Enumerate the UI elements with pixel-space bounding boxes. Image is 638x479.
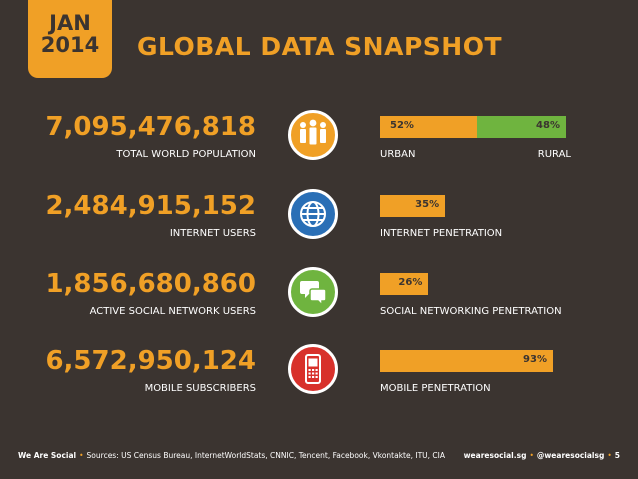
stat-number: 1,856,680,860 [45,269,256,299]
people-icon [288,110,338,160]
globe-icon [288,189,338,239]
stat-number: 6,572,950,124 [45,346,256,376]
bar-segment: 26% [380,273,429,295]
page-title: GLOBAL DATA SNAPSHOT [137,32,503,61]
stat-number: 7,095,476,818 [45,112,256,142]
mobile-penetration-bar: 93% [380,350,566,372]
bar-label: INTERNET PENETRATION [380,228,503,239]
stat-row-social: 1,856,680,860 ACTIVE SOCIAL NETWORK USER… [0,267,638,341]
footer-handle: @wearesocialsg [536,451,605,460]
chat-bubbles-icon [288,267,338,317]
segment-label: 93% [523,354,547,365]
stat-label: MOBILE SUBSCRIBERS [144,383,256,394]
segment-label: 48% [536,120,560,131]
stat-row-mobile: 6,572,950,124 MOBILE SUBSCRIBERS 93% MOB… [0,344,638,418]
date-month: JAN [49,11,91,35]
bar-label-right: RURAL [537,149,571,160]
segment-label: 26% [398,277,423,288]
bar-segment: 48% [476,116,566,138]
separator-dot: • [79,451,84,460]
date-badge: JAN 2014 [28,0,112,78]
bar-label: URBAN [380,149,416,160]
footer-page: 5 [614,451,620,460]
footer-brand: We Are Social [18,451,77,460]
footer-left: We Are Social • Sources: US Census Bureau,… [18,451,445,460]
mobile-phone-icon [288,344,338,394]
stat-label: INTERNET USERS [169,228,256,239]
bar-segment: 52% [380,116,477,138]
bar-segment: 93% [380,350,553,372]
bar-segment: 35% [380,195,446,217]
footer: We Are Social • Sources: US Census Bureau,… [0,451,638,465]
separator-dot: • [607,451,612,460]
segment-label: 35% [415,199,440,210]
separator-dot: • [529,451,534,460]
stat-row-internet: 2,484,915,152 INTERNET USERS 35% INTERNE… [0,189,638,263]
stat-row-population: 7,095,476,818 TOTAL WORLD POPULATION 52%… [0,110,638,184]
date-year: 2014 [40,33,100,57]
stat-label: TOTAL WORLD POPULATION [116,149,256,160]
footer-sources: Sources: US Census Bureau, InternetWorld… [86,451,445,460]
internet-penetration-bar: 35% [380,195,566,217]
footer-site: wearesocial.sg [463,451,527,460]
bar-label: MOBILE PENETRATION [380,383,491,394]
stat-number: 2,484,915,152 [45,191,256,221]
segment-label: 52% [390,120,414,131]
social-penetration-bar: 26% [380,273,566,295]
stat-label: ACTIVE SOCIAL NETWORK USERS [89,306,256,317]
urban-rural-bar: 52% 48% [380,116,566,138]
bar-label: SOCIAL NETWORKING PENETRATION [380,306,562,317]
footer-right: wearesocial.sg • @wearesocialsg • 5 [464,451,620,460]
